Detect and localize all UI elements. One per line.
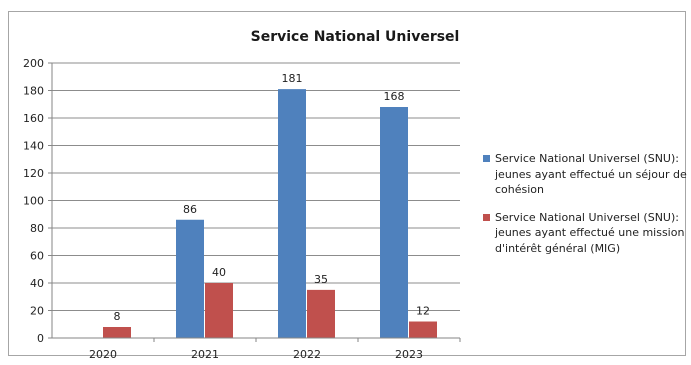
x-tick-label: 2021	[191, 348, 219, 361]
bar	[278, 89, 306, 338]
legend-swatch-sejour	[483, 155, 490, 162]
y-tick-label: 120	[23, 167, 44, 180]
data-label: 168	[384, 90, 405, 103]
x-tick-label: 2022	[293, 348, 321, 361]
legend-swatch-mig	[483, 213, 490, 221]
data-label: 8	[114, 310, 121, 323]
legend-item-mig: Service National Universel (SNU): jeunes…	[483, 210, 688, 257]
bar	[307, 289, 335, 338]
bars	[103, 89, 437, 338]
bar	[176, 219, 204, 338]
chart-frame	[8, 11, 686, 356]
legend-label-mig: Service National Universel (SNU): jeunes…	[495, 210, 685, 255]
y-tick-label: 20	[30, 305, 44, 318]
x-tick-label: 2020	[89, 348, 117, 361]
y-tick-label: 140	[23, 140, 44, 153]
legend: Service National Universel (SNU): jeunes…	[483, 151, 688, 268]
bar	[409, 321, 437, 338]
data-label: 181	[282, 72, 303, 85]
data-label: 35	[314, 273, 328, 286]
x-tick-label: 2023	[395, 348, 423, 361]
bar	[205, 283, 233, 338]
data-label: 86	[183, 203, 197, 216]
y-axis-ticks: 0 20 40 60 80 100 120 140 160 180 200	[23, 57, 52, 345]
data-labels: 8 86 40 181 35 168 12	[114, 72, 431, 323]
y-tick-label: 80	[30, 222, 44, 235]
y-tick-label: 60	[30, 250, 44, 263]
chart-title: Service National Universel	[251, 29, 460, 45]
bar	[380, 107, 408, 338]
y-tick-label: 100	[23, 195, 44, 208]
legend-label-sejour: Service National Universel (SNU): jeunes…	[495, 152, 687, 196]
x-axis-ticks: 2020 2021 2022 2023	[89, 338, 461, 361]
y-tick-label: 0	[37, 332, 44, 345]
bar	[103, 327, 131, 338]
legend-item-sejour: Service National Universel (SNU): jeunes…	[483, 151, 688, 198]
y-tick-label: 40	[30, 277, 44, 290]
data-label: 40	[212, 266, 226, 279]
y-tick-label: 200	[23, 57, 44, 70]
y-tick-label: 160	[23, 112, 44, 125]
data-label: 12	[416, 305, 430, 318]
y-tick-label: 180	[23, 85, 44, 98]
